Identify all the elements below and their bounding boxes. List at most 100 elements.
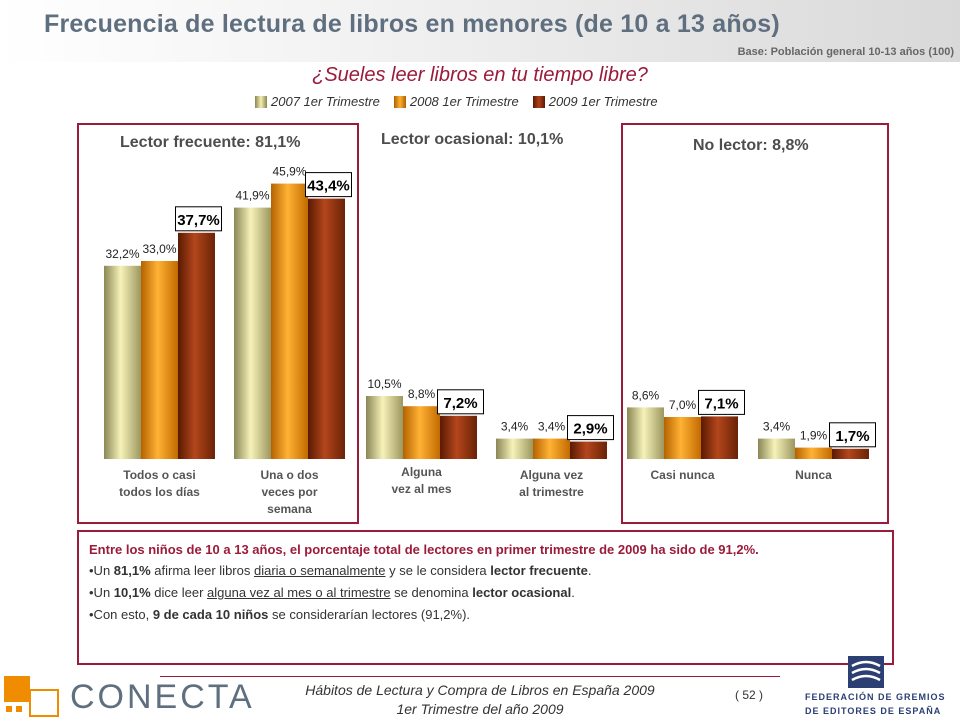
data-label-3-series-3: 7,2% [443,395,477,412]
footer-title: Hábitos de Lectura y Compra de Libros en… [305,682,655,698]
category-label-4-line-2: al trimestre [519,485,584,499]
bar-6-series-1 [758,438,795,459]
category-label-2-line-2: veces por [261,485,317,499]
legend-label-2009: 2009 1er Trimestre [548,94,658,109]
bar-6-series-2 [795,447,832,459]
legend-swatch-2009 [532,95,545,108]
summary-main: Entre los niños de 10 a 13 años, el porc… [89,542,759,557]
b3-pre: •Con esto, [89,607,153,622]
chart-question: ¿Sueles leer libros en tu tiempo libre? [312,64,648,86]
fed-line-2: DE EDITORES DE ESPAÑA [805,706,942,716]
data-label-box-4 [567,415,614,441]
b2-mid: dice leer [150,585,208,600]
footer-subtitle: 1er Trimestre del año 2009 [396,701,564,717]
data-label-4-series-2: 3,4% [538,420,566,434]
title-background [0,0,960,62]
data-label-3-series-2: 8,8% [408,387,436,401]
conecta-logo: CONECTA [70,678,255,716]
b2-underline: alguna vez al mes o al trimestre [207,585,391,600]
b1-end: . [587,563,592,578]
data-label-5-series-1: 8,6% [632,388,660,402]
bar-4-series-2 [533,438,570,459]
data-label-2-series-2: 45,9% [272,165,306,179]
bar-5-series-3 [701,416,738,459]
bar-chart: 32,2% 33,0%37,7% 41,9%45,9%43,4% 10,5% 8,8% 7… [104,165,876,516]
data-label-box-2 [305,172,352,198]
bar-1-series-2 [141,261,178,459]
data-label-4-series-1: 3,4% [501,420,529,434]
non-reader-box [621,123,889,524]
b1-bold: lector frecuente [490,563,588,578]
data-label-6-series-1: 3,4% [763,420,791,434]
legend-item-2007: 2007 1er Trimestre [255,94,380,109]
data-label-2-series-3: 43,4% [307,178,350,195]
bar-5-series-2 [664,417,701,459]
bar-1-series-1 [104,265,141,459]
category-label-4-line-1: Alguna vez [520,468,583,482]
b1-pct: 81,1% [113,563,151,578]
bar-4-series-1 [496,438,533,459]
summary-bullet-1: •Un 81,1% afirma leer libros diaria o se… [89,560,882,582]
data-label-box-6 [829,422,876,448]
data-label-box-5 [698,389,745,415]
data-label-1-series-1: 32,2% [105,247,139,261]
bar-2-series-3 [308,198,345,459]
data-label-5-series-3: 7,1% [704,395,738,412]
federacion-logo-mark [848,656,884,688]
bar-3-series-3 [440,415,477,459]
bar-3-series-1 [366,396,403,459]
data-label-1-series-2: 33,0% [142,242,176,256]
b2-end: . [571,585,575,600]
summary-note: Entre los niños de 10 a 13 años, el porc… [77,530,894,665]
summary-bullet-3: •Con esto, 9 de cada 10 niños se conside… [89,604,882,626]
category-label-3-line-2: vez al mes [391,482,451,496]
footer-divider [160,676,780,677]
base-note: Base: Población general 10-13 años (100) [737,46,954,58]
chart-legend: 2007 1er Trimestre 2008 1er Trimestre 20… [255,94,658,109]
frequent-reader-box [77,123,359,524]
legend-label-2008: 2008 1er Trimestre [409,94,519,109]
b2-mid2: se denomina [390,585,473,600]
bar-5-series-1 [627,407,664,459]
b2-pre: •Un [89,585,114,600]
legend-swatch-2008 [393,95,406,108]
federacion-logo-text: FEDERACIÓN DE GREMIOS DE EDITORES DE ESP… [805,690,946,718]
bar-4-series-3 [570,441,607,459]
data-label-6-series-3: 1,7% [835,428,869,445]
legend-item-2009: 2009 1er Trimestre [532,94,658,109]
b1-underline: diaria o semanalmente [253,563,386,578]
category-label-2-line-3: semana [267,502,312,516]
b3-bold: 9 de cada 10 niños [152,607,269,622]
data-label-4-series-3: 2,9% [573,421,607,438]
group-title-ocasional: Lector ocasional: 10,1% [381,131,564,148]
bar-2-series-1 [234,207,271,459]
b2-bold: lector ocasional [472,585,572,600]
b2-pct: 10,1% [113,585,151,600]
bar-6-series-3 [832,448,869,459]
category-label-3-line-1: Alguna [401,465,442,479]
fed-line-1: FEDERACIÓN DE GREMIOS [805,692,946,702]
data-label-2-series-1: 41,9% [235,189,269,203]
b3-end: se considerarían lectores (91,2%). [268,607,471,622]
data-label-box-3 [437,389,484,415]
data-label-3-series-1: 10,5% [367,377,401,391]
b1-mid2: y se le considera [385,563,491,578]
category-label-6-line-1: Nunca [795,468,832,482]
category-label-2-line-1: Una o dos [260,468,318,482]
legend-label-2007: 2007 1er Trimestre [271,94,380,109]
group-title-no-lector: No lector: 8,8% [693,137,809,154]
page-title: Frecuencia de lectura de libros en menor… [44,10,780,38]
summary-bullet-2: •Un 10,1% dice leer alguna vez al mes o … [89,582,882,604]
conecta-logo-mark [4,676,59,717]
data-label-6-series-2: 1,9% [800,429,828,443]
data-label-box-1 [175,206,222,232]
category-label-1-line-1: Todos o casi [123,468,195,482]
page-number: ( 52 ) [735,688,764,702]
legend-item-2008: 2008 1er Trimestre [393,94,519,109]
bar-3-series-2 [403,406,440,459]
data-label-1-series-3: 37,7% [177,212,220,229]
legend-swatch-2007 [255,95,267,108]
bar-2-series-2 [271,183,308,459]
b1-pre: •Un [89,563,114,578]
category-label-5-line-1: Casi nunca [650,468,714,482]
